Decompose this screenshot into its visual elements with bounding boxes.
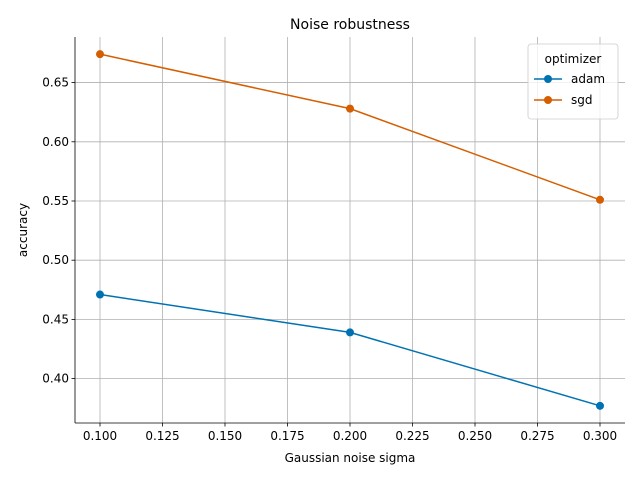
series-layer <box>96 50 604 410</box>
y-tick-label: 0.45 <box>42 312 69 326</box>
series-adam <box>96 290 604 410</box>
series-sgd <box>96 50 604 204</box>
legend-label-sgd: sgd <box>571 93 593 107</box>
data-point-sgd <box>596 195 604 204</box>
x-tick-label: 0.150 <box>208 429 242 443</box>
legend-label-adam: adam <box>571 72 605 86</box>
y-tick-label: 0.40 <box>42 372 69 386</box>
x-axis-label: Gaussian noise sigma <box>285 451 416 465</box>
y-tick-label: 0.55 <box>42 194 69 208</box>
x-tick-label: 0.125 <box>145 429 179 443</box>
y-tick-label: 0.60 <box>42 135 69 149</box>
y-tick-label: 0.50 <box>42 253 69 267</box>
x-tick-label: 0.300 <box>583 429 617 443</box>
data-point-sgd <box>96 50 104 59</box>
x-tick-label: 0.100 <box>83 429 117 443</box>
x-tick-label: 0.275 <box>520 429 554 443</box>
y-axis-label: accuracy <box>16 203 30 257</box>
x-tick-label: 0.200 <box>333 429 367 443</box>
data-point-sgd <box>346 104 354 113</box>
data-point-adam <box>346 328 354 337</box>
grid <box>75 37 625 423</box>
data-point-adam <box>96 290 104 299</box>
x-tick-label: 0.250 <box>458 429 492 443</box>
legend-title: optimizer <box>545 52 602 66</box>
ticks: 0.100 0.125 0.150 0.175 0.200 0.225 0.250 0.275… <box>42 76 617 443</box>
x-tick-label: 0.225 <box>395 429 429 443</box>
data-point-adam <box>596 401 604 410</box>
legend: optimizer adam sgd <box>527 43 619 120</box>
legend-marker-sgd <box>544 96 552 104</box>
chart-title: Noise robustness <box>290 17 410 33</box>
y-tick-label: 0.65 <box>42 76 69 90</box>
legend-marker-adam <box>544 75 552 83</box>
x-tick-label: 0.175 <box>270 429 304 443</box>
